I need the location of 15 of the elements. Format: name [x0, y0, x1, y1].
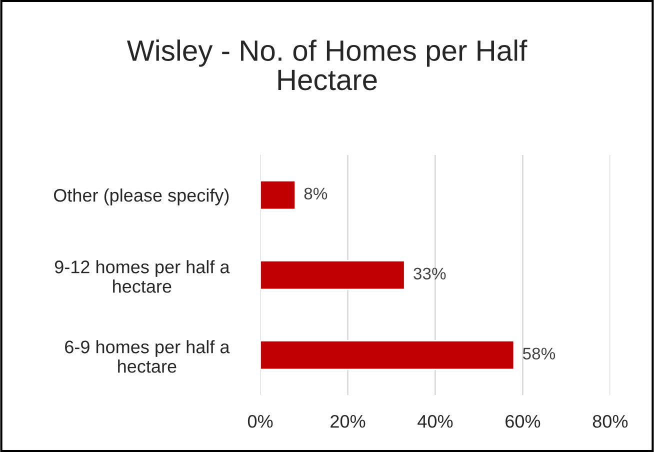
- x-tick-label: 0%: [248, 414, 273, 428]
- chart-title: Wisley - No. of Homes per Half Hectare: [126, 40, 528, 90]
- y-tick-label: 9-12 homes per half a hectare: [54, 260, 230, 293]
- x-tick-label: 40%: [418, 414, 453, 428]
- bar: [260, 340, 515, 370]
- x-tick-label: 20%: [330, 414, 366, 428]
- y-tick-label: 6-9 homes per half a hectare: [65, 340, 230, 373]
- x-tick-label: 80%: [592, 414, 628, 428]
- data-label: 33%: [414, 268, 446, 280]
- bar: [260, 260, 406, 290]
- x-tick-label: 60%: [506, 414, 540, 428]
- y-tick-label: Other (please specify): [54, 188, 229, 206]
- bar: [260, 180, 296, 210]
- data-label: 8%: [304, 188, 328, 200]
- data-label: 58%: [522, 348, 556, 360]
